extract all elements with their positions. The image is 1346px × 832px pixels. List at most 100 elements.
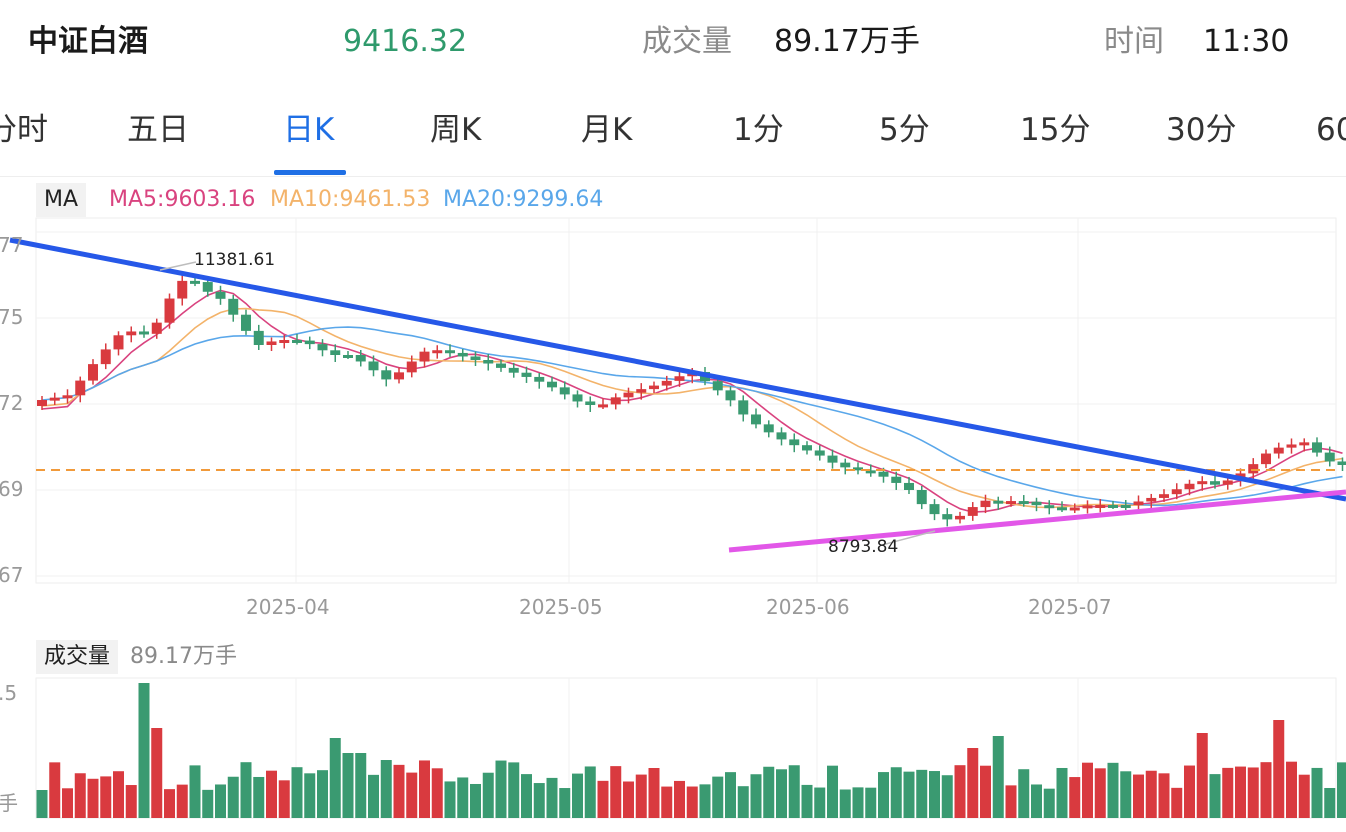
ma20-value: MA20:9299.64 <box>443 187 604 212</box>
volume-bar <box>1337 762 1346 818</box>
volume-axis-unit: 手 <box>0 791 18 815</box>
quote-header: 中证白酒 9416.32 成交量 89.17万手 时间 11:30 <box>0 0 1346 88</box>
tab-1min[interactable]: 1分 <box>733 112 784 148</box>
volume-tag[interactable]: 成交量 <box>36 640 119 674</box>
tab-5min[interactable]: 5分 <box>879 112 930 148</box>
volume-bar <box>992 736 1004 818</box>
volume-bar <box>380 760 392 818</box>
candle-body <box>1069 507 1080 511</box>
tab-60min[interactable]: 60 <box>1316 112 1346 148</box>
candle-body <box>712 381 723 391</box>
candle-body <box>1286 444 1297 448</box>
volume-bar <box>291 767 303 818</box>
tab-30min[interactable]: 30分 <box>1166 112 1237 148</box>
candle-body <box>75 380 86 396</box>
volume-bar <box>138 683 150 818</box>
volume-bar <box>1094 768 1106 818</box>
candle-body <box>113 335 124 350</box>
volume-bar <box>929 771 940 818</box>
tab-15min[interactable]: 15分 <box>1020 112 1091 148</box>
candle-body <box>445 350 455 354</box>
tab-intraday[interactable]: 分时 <box>0 112 48 148</box>
candle-body <box>1222 480 1233 485</box>
candle-body <box>738 400 749 415</box>
candle-body <box>1337 461 1346 465</box>
volume-bar <box>814 787 826 818</box>
candle-body <box>190 280 200 284</box>
volume-bar <box>661 786 673 818</box>
candle-body <box>177 280 188 299</box>
volume-bar <box>355 753 367 818</box>
candle-body <box>1248 464 1259 474</box>
candle-body <box>1082 505 1093 509</box>
volume-bar <box>725 772 736 818</box>
volume-bar <box>419 760 430 818</box>
candle-body <box>139 331 149 335</box>
volume-bar <box>151 728 163 818</box>
y-tick-75: 75 <box>0 305 23 329</box>
candle-body <box>904 482 914 490</box>
volume-bar <box>1056 767 1068 818</box>
volume-bar <box>1133 774 1144 818</box>
volume-bar <box>1018 769 1030 818</box>
candle-body <box>993 500 1004 504</box>
volume-bar <box>189 765 201 818</box>
volume-bar <box>1260 762 1272 818</box>
candle-body <box>1108 505 1118 508</box>
volume-bar <box>852 787 864 818</box>
candle-body <box>1095 505 1106 508</box>
volume-value: 89.17万手 <box>774 24 920 59</box>
candle-body <box>62 395 73 399</box>
candle-body <box>100 349 111 365</box>
candle-body <box>1031 501 1042 506</box>
candle-body <box>649 385 659 390</box>
time-value: 11:30 <box>1203 24 1290 59</box>
ma5-value: MA5:9603.16 <box>109 187 256 212</box>
tab-monthly-k[interactable]: 月K <box>581 112 633 148</box>
volume-bar <box>788 765 800 818</box>
candle-body <box>547 381 557 388</box>
candle-body <box>789 439 800 446</box>
candle-body <box>483 360 494 364</box>
active-tab-indicator <box>274 170 346 175</box>
volume-bar <box>342 753 354 818</box>
candle-body <box>598 404 608 408</box>
candle-body <box>1120 505 1131 508</box>
volume-bar <box>240 762 252 818</box>
volume-bar <box>100 776 112 818</box>
volume-bar <box>1158 773 1170 818</box>
resistance-trendline <box>9 237 1346 502</box>
volume-bar <box>62 788 73 818</box>
tab-weekly-k[interactable]: 周K <box>430 112 482 148</box>
volume-bar <box>1069 777 1081 818</box>
x-tick-2025-07: 2025-07 <box>1028 595 1112 619</box>
candle-body <box>751 414 761 425</box>
candle-body <box>521 372 532 377</box>
candle-body <box>1261 453 1271 465</box>
candle-body <box>1018 501 1029 505</box>
candle-body <box>967 507 978 516</box>
volume-bar <box>1209 774 1221 818</box>
volume-bar <box>533 783 545 818</box>
volume-bar <box>890 767 902 818</box>
tab-five-day[interactable]: 五日 <box>127 112 189 148</box>
candle-body <box>776 432 787 440</box>
candle-body <box>406 361 417 373</box>
candle-body <box>1044 505 1055 509</box>
volume-bar <box>1145 770 1157 818</box>
volume-bar <box>623 781 634 818</box>
candle-body <box>241 314 251 331</box>
volume-bar <box>686 786 698 818</box>
ma-tag[interactable]: MA <box>36 183 87 217</box>
candle-body <box>266 341 277 345</box>
y-tick-72: 72 <box>0 391 23 415</box>
candle-body <box>1146 497 1157 502</box>
candle-body <box>1133 501 1144 505</box>
volume-bar <box>1082 762 1093 818</box>
candle-body <box>623 392 634 398</box>
candle-body <box>292 340 302 343</box>
volume-bar <box>763 766 775 818</box>
volume-bar <box>253 776 265 818</box>
tab-daily-k[interactable]: 日K <box>283 112 335 148</box>
